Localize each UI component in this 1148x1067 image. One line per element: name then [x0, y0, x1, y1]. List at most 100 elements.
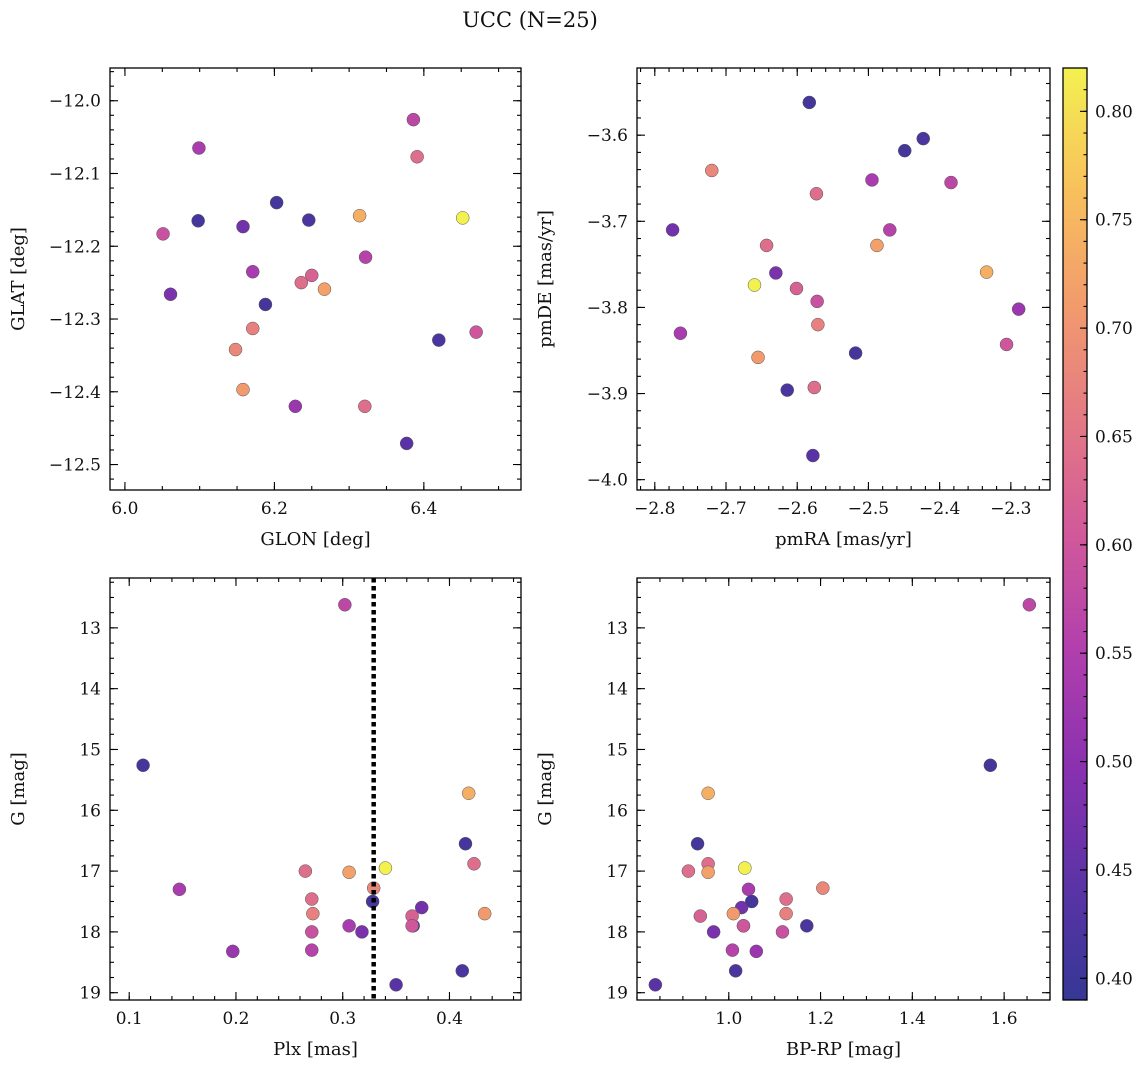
data-point	[306, 906, 320, 921]
data-point	[245, 264, 260, 279]
y-axis-label: G [mag]	[535, 752, 556, 825]
x-tick-label: 0.2	[222, 1009, 249, 1029]
data-point	[916, 131, 931, 146]
x-tick-label: 1.6	[991, 1009, 1018, 1029]
data-point	[245, 321, 260, 336]
data-point	[192, 141, 206, 155]
y-tick-label: 18	[79, 923, 101, 943]
y-tick-label: 13	[606, 619, 628, 639]
data-point	[865, 173, 879, 187]
data-point	[806, 448, 820, 463]
axes-frame	[109, 577, 522, 1001]
data-point	[883, 223, 897, 237]
x-tick-label: −2.3	[990, 499, 1031, 519]
data-point	[305, 925, 319, 939]
x-tick-label: 0.3	[329, 1009, 356, 1029]
panel-bottom-left: 0.1 0.2 0.3 0.4 13 14 15 16 17 18 19 Plx [mas] G [ma…	[8, 577, 522, 1060]
data-point	[775, 925, 790, 939]
data-point	[738, 861, 752, 875]
data-point	[870, 238, 884, 253]
panel-bottom-right: 1.0 1.2 1.4 1.6 13 14 15 16 17 18 19 BP-RP [mag] G […	[535, 577, 1051, 1060]
y-tick-label: 13	[79, 619, 101, 639]
data-point	[378, 861, 393, 875]
colorbar: 0.40 0.45 0.50 0.55 0.60 0.65 0.70 0.75 0.80	[1062, 67, 1133, 1001]
data-point	[298, 864, 313, 878]
data-point	[389, 978, 403, 992]
y-tick-label: 18	[606, 923, 628, 943]
data-point	[811, 317, 825, 332]
data-point	[236, 382, 250, 397]
y-tick-label: −4.0	[587, 471, 628, 491]
data-point	[342, 919, 356, 933]
colorbar-tick-label: 0.60	[1095, 536, 1133, 556]
y-tick-label: 17	[79, 862, 101, 882]
data-point	[226, 944, 240, 959]
y-tick-label: 15	[606, 740, 628, 760]
colorbar-tick-label: 0.75	[1095, 211, 1133, 231]
data-point	[342, 865, 356, 880]
x-axis-label: pmRA [mas/yr]	[775, 529, 912, 550]
data-point	[358, 250, 373, 264]
colorbar-tick-label: 0.40	[1095, 969, 1133, 989]
y-tick-label: 15	[79, 740, 101, 760]
colorbar-tick-label: 0.65	[1095, 427, 1133, 447]
data-point	[979, 265, 994, 279]
data-point	[302, 213, 316, 227]
colorbar-tick-label: 0.70	[1095, 319, 1133, 339]
data-point	[779, 892, 793, 906]
data-point	[1011, 302, 1026, 316]
figure-title: UCC (N=25)	[462, 8, 598, 32]
y-tick-label: −3.6	[587, 126, 628, 146]
data-point	[269, 195, 284, 210]
data-point	[741, 882, 756, 897]
y-tick-label: 14	[606, 680, 628, 700]
x-tick-label: 6.2	[261, 499, 288, 519]
data-point	[294, 275, 309, 290]
x-tick-label: 6.4	[410, 499, 437, 519]
x-axis-label: Plx [mas]	[273, 1039, 358, 1060]
data-point	[701, 786, 715, 801]
panel-top-right: −2.8 −2.7 −2.6 −2.5 −2.4 −2.3 −3.6 −3.7 −3.8 −3.9…	[535, 67, 1051, 550]
data-point	[258, 297, 273, 312]
y-tick-label: −3.9	[587, 385, 628, 405]
data-point	[789, 281, 804, 296]
y-tick-label: −12.4	[49, 383, 101, 403]
data-point	[800, 919, 814, 933]
data-point	[191, 214, 205, 228]
data-point	[690, 836, 705, 851]
data-point	[810, 294, 824, 309]
data-point	[802, 95, 817, 110]
y-tick-label: 16	[79, 801, 101, 821]
data-point	[469, 325, 483, 339]
x-axis-label: GLON [deg]	[260, 529, 370, 550]
data-point	[999, 337, 1014, 352]
data-point	[317, 282, 332, 296]
data-point	[405, 919, 419, 933]
data-point	[358, 399, 372, 414]
data-point	[673, 326, 688, 341]
x-tick-label: 0.1	[116, 1009, 143, 1029]
panels: 6.0 6.2 6.4 −12.0 −12.1 −12.2 −12.3 −12.4 −12.5 G…	[8, 67, 1051, 1060]
data-point	[432, 333, 446, 347]
data-point	[983, 758, 998, 773]
colorbar-tick-label: 0.50	[1095, 753, 1133, 773]
y-axis-label: G [mag]	[8, 752, 29, 825]
data-point	[736, 919, 751, 933]
data-point	[236, 219, 250, 234]
data-point	[751, 350, 765, 365]
data-point	[305, 892, 319, 906]
x-tick-label: 0.4	[436, 1009, 463, 1029]
data-point	[759, 238, 774, 253]
y-tick-label: −12.0	[49, 92, 101, 112]
y-tick-label: 19	[606, 984, 628, 1004]
panel-top-left: 6.0 6.2 6.4 −12.0 −12.1 −12.2 −12.3 −12.4 −12.5 G…	[8, 67, 522, 550]
data-point	[693, 909, 708, 923]
colorbar-tick-label: 0.55	[1095, 644, 1133, 664]
y-tick-label: −12.5	[49, 456, 101, 476]
data-point	[338, 598, 352, 612]
data-point	[706, 925, 721, 939]
data-point	[648, 978, 663, 992]
data-point	[305, 943, 319, 957]
data-point	[944, 175, 958, 190]
